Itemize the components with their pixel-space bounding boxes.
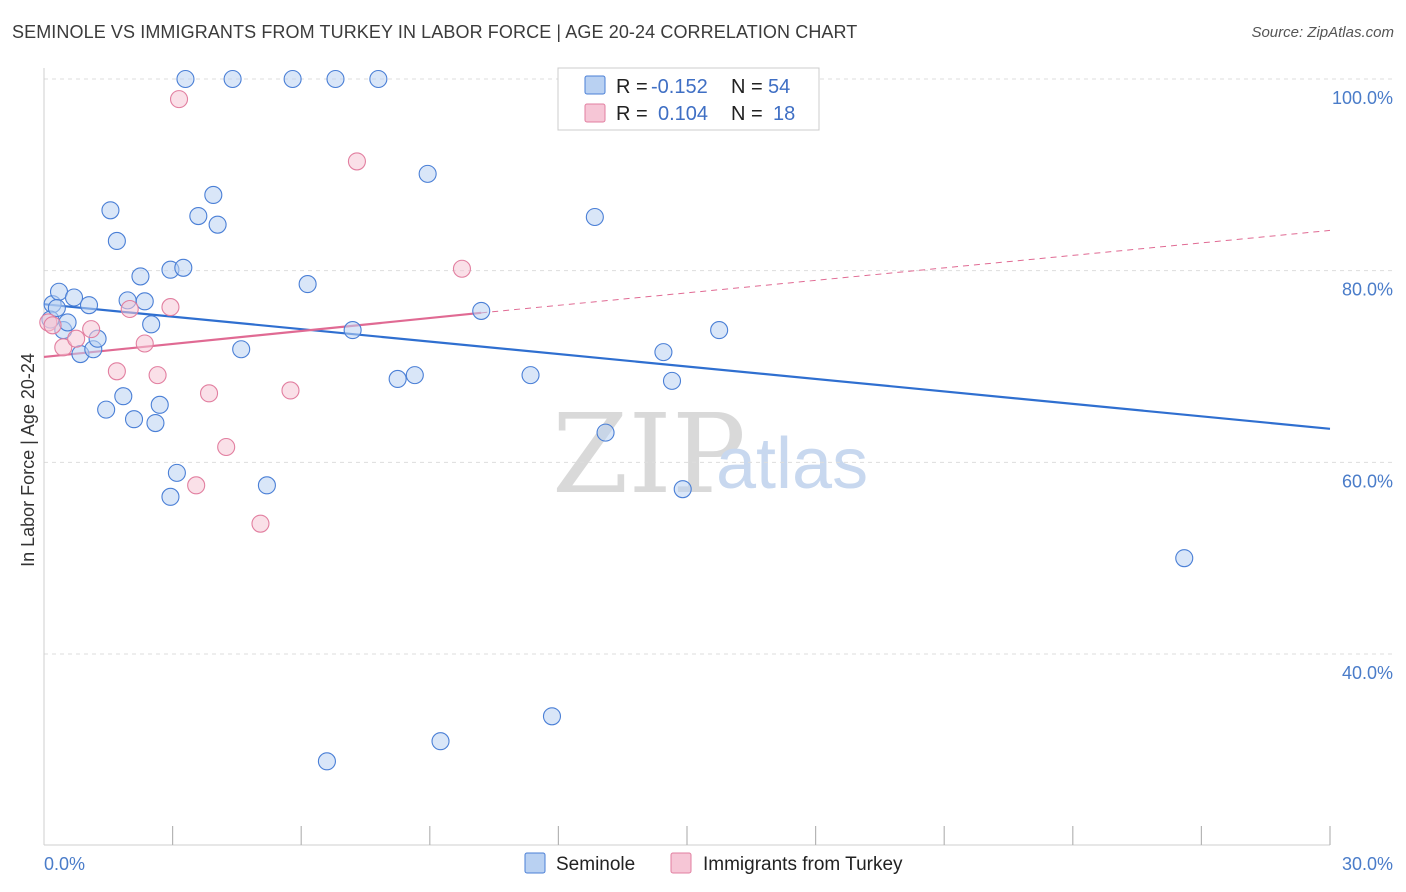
point-seminole-4 [64, 288, 84, 307]
y-tick-label-100: 100.0% [1332, 88, 1393, 108]
legend-n-label-seminole: N = [731, 76, 763, 98]
point-seminole-34 [326, 69, 345, 89]
point-seminole-6 [79, 296, 99, 315]
point-turkey-13 [217, 437, 236, 457]
point-seminole-12 [114, 387, 133, 406]
point-turkey-17 [452, 259, 472, 278]
point-seminole-51 [1175, 549, 1194, 568]
point-seminole-11 [107, 231, 126, 251]
legend-swatch-seminole [584, 75, 606, 95]
x-tick-label-max: 30.0% [1342, 854, 1393, 874]
point-seminole-23 [174, 258, 193, 277]
point-seminole-27 [208, 215, 227, 234]
point-turkey-10 [169, 90, 189, 109]
point-turkey-9 [161, 298, 180, 317]
point-turkey-8 [148, 366, 167, 385]
trendline-turkey-1 [43, 311, 482, 359]
point-seminole-47 [662, 371, 682, 390]
point-seminole-26 [204, 185, 223, 205]
correlation-legend: R = -0.152 N = 54 R = 0.104 N = 18 [557, 67, 820, 131]
legend-n-value-seminole: 54 [768, 76, 790, 98]
chart-source: Source: ZipAtlas.com [1251, 24, 1394, 41]
point-seminole-38 [405, 366, 424, 385]
chart-title: SEMINOLE VS IMMIGRANTS FROM TURKEY IN LA… [12, 22, 858, 42]
point-turkey-12 [199, 384, 219, 403]
point-seminole-48 [673, 480, 692, 499]
point-seminole-18 [146, 413, 165, 433]
point-seminole-39 [418, 164, 437, 183]
trendline-turkey-2 [481, 229, 1331, 314]
bottom-legend-label-seminole: Seminole [556, 854, 635, 875]
point-seminole-21 [167, 463, 186, 482]
point-seminole-36 [369, 69, 388, 89]
legend-r-value-turkey: 0.104 [658, 103, 708, 125]
series-legend: Seminole Immigrants from Turkey [524, 852, 903, 875]
point-seminole-45 [596, 423, 615, 442]
y-tick-label-40: 40.0% [1342, 663, 1393, 683]
point-seminole-1 [49, 282, 69, 301]
point-turkey-11 [187, 476, 206, 495]
y-axis-label: In Labor Force | Age 20-24 [18, 353, 38, 567]
point-turkey-2 [54, 338, 73, 357]
point-seminole-53 [47, 298, 66, 318]
point-seminole-44 [585, 207, 604, 227]
point-turkey-15 [281, 381, 300, 400]
point-seminole-30 [257, 476, 276, 495]
point-turkey-14 [251, 514, 270, 533]
bottom-legend-swatch-seminole [524, 852, 546, 874]
x-tick-label-min: 0.0% [44, 854, 85, 874]
point-seminole-3 [58, 313, 77, 332]
point-seminole-20 [161, 487, 180, 506]
legend-r-value-seminole: -0.152 [651, 76, 708, 98]
watermark-atlas: atlas [716, 424, 868, 504]
point-seminole-24 [176, 69, 195, 89]
point-seminole-49 [710, 321, 729, 340]
data-points [39, 69, 1194, 771]
point-seminole-15 [131, 267, 150, 286]
point-seminole-9 [97, 400, 116, 419]
legend-r-label-seminole: R = [616, 76, 648, 98]
point-seminole-33 [317, 752, 336, 771]
point-turkey-7 [135, 334, 154, 353]
legend-swatch-turkey [584, 103, 606, 123]
point-seminole-42 [521, 366, 540, 385]
point-turkey-1 [43, 316, 62, 335]
point-seminole-40 [431, 732, 450, 751]
point-seminole-29 [232, 340, 251, 359]
watermark-zip: ZIP [552, 390, 746, 518]
y-tick-label-60: 60.0% [1342, 471, 1393, 491]
point-seminole-46 [654, 343, 673, 362]
y-tick-label-80: 80.0% [1342, 280, 1393, 300]
legend-n-value-turkey: 18 [773, 103, 795, 125]
point-seminole-25 [189, 206, 208, 226]
point-turkey-4 [82, 320, 101, 339]
trendlines [43, 229, 1331, 430]
point-turkey-5 [107, 362, 126, 381]
point-seminole-28 [223, 69, 242, 89]
point-seminole-14 [124, 410, 144, 429]
point-turkey-16 [347, 152, 366, 171]
point-seminole-17 [142, 315, 161, 334]
trendline-seminole-0 [43, 303, 1331, 430]
point-seminole-43 [542, 707, 562, 726]
point-seminole-32 [298, 275, 317, 294]
point-seminole-31 [283, 69, 302, 89]
gridlines [44, 78, 1393, 655]
bottom-legend-swatch-turkey [670, 852, 692, 874]
point-turkey-3 [67, 329, 86, 348]
point-seminole-16 [135, 292, 154, 311]
legend-r-label-turkey: R = [616, 103, 648, 125]
legend-n-label-turkey: N = [731, 103, 763, 125]
axes: 40.0% 60.0% 80.0% 100.0% [43, 68, 1393, 846]
point-turkey-6 [120, 299, 139, 319]
point-seminole-10 [101, 201, 120, 220]
point-seminole-37 [388, 369, 407, 389]
point-seminole-19 [150, 395, 169, 414]
point-seminole-35 [343, 321, 362, 340]
bottom-legend-label-turkey: Immigrants from Turkey [703, 854, 903, 875]
point-seminole-41 [472, 301, 491, 320]
